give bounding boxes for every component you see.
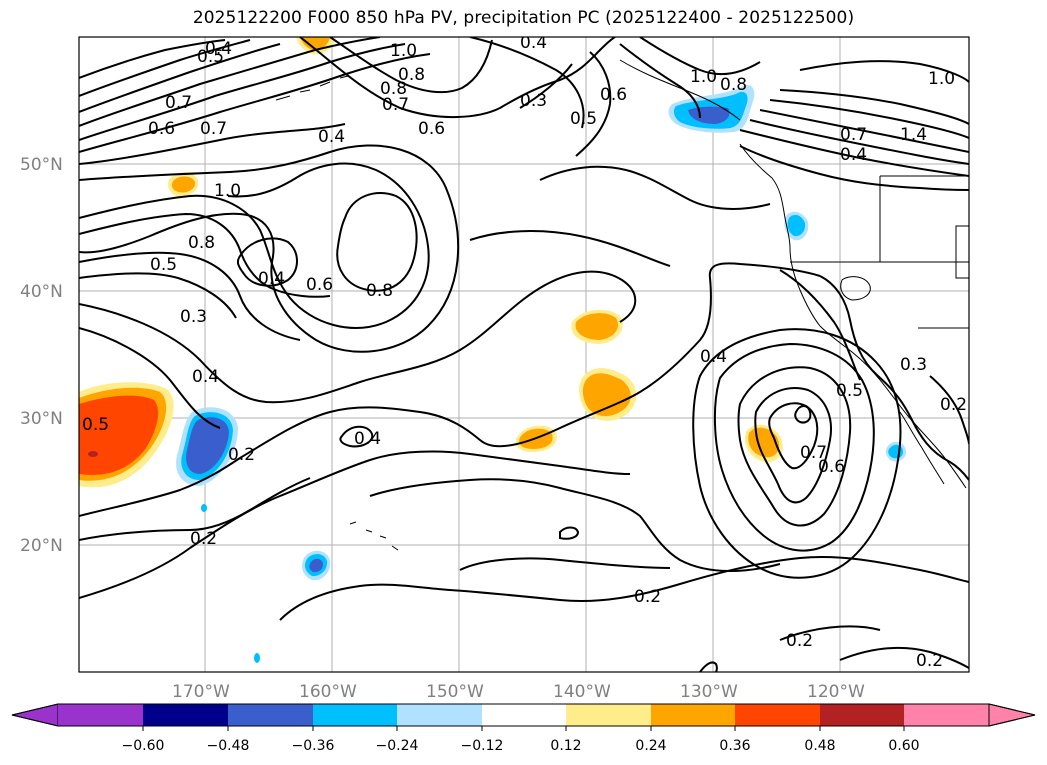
contour-label: 0.4: [700, 347, 727, 367]
colorbar-tick-label: 0.36: [719, 738, 750, 754]
colorbar-segment: [482, 704, 566, 726]
contour-label: 0.6: [418, 119, 445, 139]
colorbar-extend-min: [11, 703, 59, 727]
contour-label: 0.7: [800, 443, 827, 463]
map-frame: [78, 36, 970, 673]
colorbar-ticks: −0.60 −0.48 −0.36 −0.24 −0.12 0.12 0.24 …: [122, 738, 920, 754]
contour-label: 0.2: [634, 587, 661, 607]
colorbar-segment: [651, 704, 735, 726]
lon-label-130w: 130°W: [680, 682, 738, 702]
colorbar-segment: [397, 704, 482, 726]
contour-label: 0.8: [380, 79, 407, 99]
lat-label-20n: 20°N: [20, 536, 63, 556]
lat-label-50n: 50°N: [20, 155, 63, 175]
colorbar-tick-label: 0.12: [550, 738, 581, 754]
contour-label: 0.8: [366, 281, 393, 301]
contour-label: 0.7: [382, 95, 409, 115]
colorbar-tick-label: −0.12: [461, 738, 504, 754]
lon-label-170w: 170°W: [172, 682, 230, 702]
contour-label: 0.2: [940, 395, 967, 415]
pv-contours: [79, 37, 969, 672]
contour-label: 0.6: [306, 275, 333, 295]
contour-label: 0.2: [916, 651, 943, 671]
map-background: [79, 37, 969, 672]
contour-label: 0.4: [205, 39, 232, 59]
lon-label-160w: 160°W: [299, 682, 357, 702]
colorbar-tick-label: −0.48: [207, 738, 250, 754]
contour-label: 0.5: [82, 415, 109, 435]
contour-label: 0.6: [600, 85, 627, 105]
contour-label: 1.4: [900, 125, 927, 145]
lat-label-40n: 40°N: [20, 282, 63, 302]
lon-label-140w: 140°W: [553, 682, 611, 702]
contour-label: 0.7: [840, 125, 867, 145]
contour-label: 0.8: [188, 233, 215, 253]
contour-labels: 0.4 0.5 0.7 0.6 0.7 1.0 0.8 0.8 0.7 0.4 …: [82, 33, 967, 671]
contour-label: 0.2: [228, 445, 255, 465]
contour-label: 0.4: [318, 127, 345, 147]
contour-label: 0.5: [570, 109, 597, 129]
colorbar-segment: [58, 704, 143, 726]
contour-label: 0.4: [520, 33, 547, 53]
colorbar-segment: [820, 704, 904, 726]
colorbar-tick-label: 0.60: [888, 738, 919, 754]
colorbar-tick-label: 0.48: [804, 738, 835, 754]
contour-label: 1.0: [390, 41, 417, 61]
contour-label: 0.4: [192, 367, 219, 387]
contour-label: 0.6: [818, 457, 845, 477]
colorbar-tick-label: −0.36: [292, 738, 335, 754]
lat-labels: 50°N 40°N 30°N 20°N: [20, 155, 63, 556]
colorbar-segment: [735, 704, 820, 726]
contour-label: 0.7: [165, 93, 192, 113]
contour-label: 0.8: [720, 75, 747, 95]
contour-label: 0.3: [520, 91, 547, 111]
contour-label: 0.2: [190, 529, 217, 549]
lon-label-150w: 150°W: [426, 682, 484, 702]
contour-label: 0.2: [786, 631, 813, 651]
contour-label: 0.7: [200, 119, 227, 139]
contour-label: 1.0: [928, 69, 955, 89]
contour-label: 0.3: [900, 355, 927, 375]
colorbar-tick-label: −0.24: [376, 738, 419, 754]
colorbar-segment: [143, 704, 228, 726]
contour-label: 1.0: [690, 67, 717, 87]
contour-label: 0.6: [148, 119, 175, 139]
coastlines: [275, 59, 969, 551]
colorbar-segment: [904, 704, 989, 726]
precip-shading: [79, 37, 906, 663]
contour-label: 0.4: [840, 145, 867, 165]
colorbar-segment: [313, 704, 397, 726]
colorbar-tick-label: −0.60: [122, 738, 165, 754]
contour-label: 0.3: [180, 307, 207, 327]
colorbar-extend-max: [988, 703, 1036, 727]
colorbar-segment: [566, 704, 651, 726]
colorbar-tick-label: 0.24: [635, 738, 666, 754]
colorbar-segment: [228, 704, 313, 726]
contour-label: 0.4: [258, 269, 285, 289]
lat-label-30n: 30°N: [20, 409, 63, 429]
contour-label: 1.0: [214, 181, 241, 201]
contour-label: 0.5: [836, 381, 863, 401]
contour-label: 0.5: [150, 255, 177, 275]
contour-label: 0.4: [354, 429, 381, 449]
map-title: 2025122200 F000 850 hPa PV, precipitatio…: [192, 8, 855, 28]
contour-label: 0.5: [197, 47, 224, 67]
contour-label: 0.8: [398, 65, 425, 85]
lon-label-120w: 120°W: [807, 682, 865, 702]
colorbar: [11, 703, 1036, 731]
lon-labels: 170°W 160°W 150°W 140°W 130°W 120°W: [172, 682, 865, 702]
